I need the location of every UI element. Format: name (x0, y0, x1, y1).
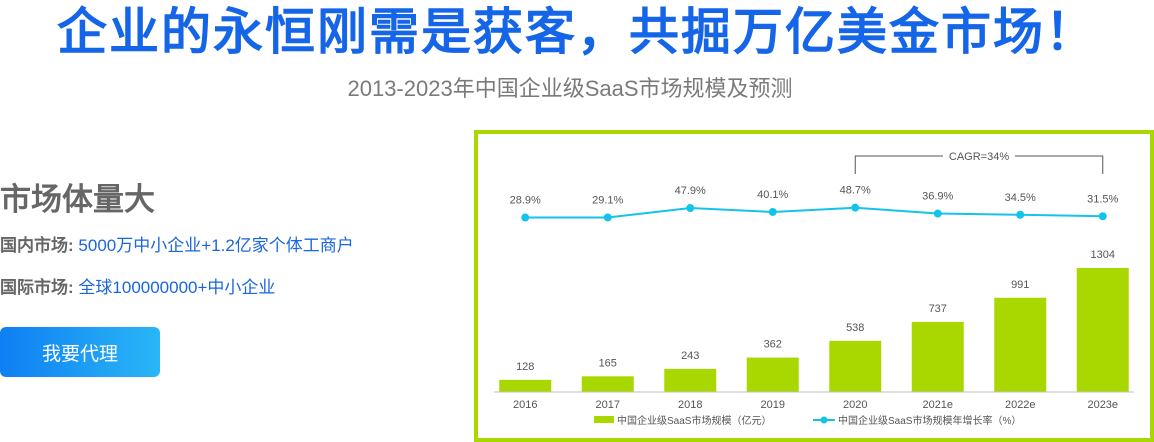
bar-2021e (911, 321, 964, 392)
x-tick-2016: 2016 (513, 399, 537, 411)
cagr-annotation: CAGR=34% (854, 148, 1104, 174)
rate-point-2021e (933, 209, 942, 218)
bar-2017 (581, 376, 634, 392)
bar-2020 (829, 340, 882, 392)
rate-label-2020: 48.7% (840, 185, 871, 197)
legend-bar-label: 中国企业级SaaS市场规模（亿元） (617, 414, 771, 427)
x-tick-2020: 2020 (843, 399, 867, 411)
x-tick-2019: 2019 (761, 399, 785, 411)
hero-subtitle: 2013-2023年中国企业级SaaS市场规模及预测 (347, 76, 793, 101)
bar-2016 (499, 379, 552, 392)
rate-label-2018: 47.9% (675, 185, 706, 197)
rate-point-2018 (686, 204, 695, 213)
bars-layer: 128 165 243 362 538 737 991 1304 (499, 249, 1129, 392)
bar-label-2021e: 737 (929, 303, 947, 315)
legend-line-label: 中国企业级SaaS市场规模年增长率（%） (838, 414, 1021, 427)
domestic-market-line: 国内市场: 5000万中小企业+1.2亿家个体工商户 (0, 234, 470, 258)
international-market-line: 国际市场: 全球100000000+中小企业 (0, 276, 470, 300)
bar-label-2018: 243 (681, 350, 699, 362)
bar-label-2017: 165 (599, 357, 617, 369)
panel-heading: 市场体量大 (0, 182, 155, 217)
cagr-label: CAGR=34% (949, 151, 1009, 163)
market-info-panel: 市场体量大 国内市场: 5000万中小企业+1.2亿家个体工商户 国际市场: 全… (0, 178, 470, 300)
become-agent-button[interactable]: 我要代理 (0, 327, 160, 377)
rate-point-2022e (1016, 210, 1025, 219)
rate-point-2023e (1098, 212, 1107, 221)
bar-label-2016: 128 (516, 361, 534, 373)
x-tick-2023e: 2023e (1087, 399, 1118, 411)
rate-label-2016: 28.9% (510, 195, 541, 207)
market-chart: 128 165 243 362 538 737 991 1304 28.9% 29.1% 47.9… (494, 148, 1134, 427)
legend-line-marker (820, 416, 828, 424)
bar-label-2019: 362 (764, 339, 782, 351)
x-tick-2022e: 2022e (1005, 399, 1036, 411)
bar-2018 (664, 368, 717, 392)
bar-2023e (1076, 268, 1129, 392)
bar-label-2020: 538 (846, 322, 864, 334)
international-market-value: 全球100000000+中小企业 (78, 278, 276, 297)
domestic-market-label: 国内市场: (0, 236, 74, 255)
rate-point-2020 (851, 203, 860, 212)
growth-line-layer: 28.9% 29.1% 47.9% 40.1% 48.7% 36.9% 34.5% 31.5% (510, 185, 1119, 222)
cagr-label-background (943, 148, 1015, 164)
domestic-market-value: 5000万中小企业+1.2亿家个体工商户 (78, 236, 354, 255)
rate-point-2017 (603, 213, 612, 222)
bar-2022e (994, 297, 1047, 392)
legend-bar-swatch (594, 416, 614, 423)
x-tick-2021e: 2021e (922, 399, 953, 411)
rate-point-2019 (768, 207, 777, 216)
international-market-label: 国际市场: (0, 278, 74, 297)
rate-point-2016 (521, 213, 530, 222)
growth-rate-line (525, 206, 1103, 219)
hero-title: 企业的永恒刚需是获客，共掘万亿美金市场！ (57, 4, 1097, 60)
rate-label-2021e: 36.9% (922, 191, 953, 203)
x-tick-2017: 2017 (596, 399, 620, 411)
rate-label-2019: 40.1% (757, 189, 788, 201)
x-axis-ticks: 2016 2017 2018 2019 2020 2021e 2022e 2023e (513, 399, 1118, 411)
bar-label-2022e: 991 (1011, 279, 1029, 291)
bar-label-2023e: 1304 (1091, 249, 1115, 261)
rate-label-2022e: 34.5% (1005, 192, 1036, 204)
x-tick-2018: 2018 (678, 399, 702, 411)
bar-2019 (746, 357, 799, 392)
market-chart-frame: 128 165 243 362 538 737 991 1304 28.9% 29.1% 47.9… (474, 130, 1154, 442)
chart-legend: 中国企业级SaaS市场规模（亿元） 中国企业级SaaS市场规模年增长率（%） (594, 414, 1021, 427)
rate-label-2023e: 31.5% (1087, 193, 1118, 205)
rate-label-2017: 29.1% (592, 194, 623, 206)
